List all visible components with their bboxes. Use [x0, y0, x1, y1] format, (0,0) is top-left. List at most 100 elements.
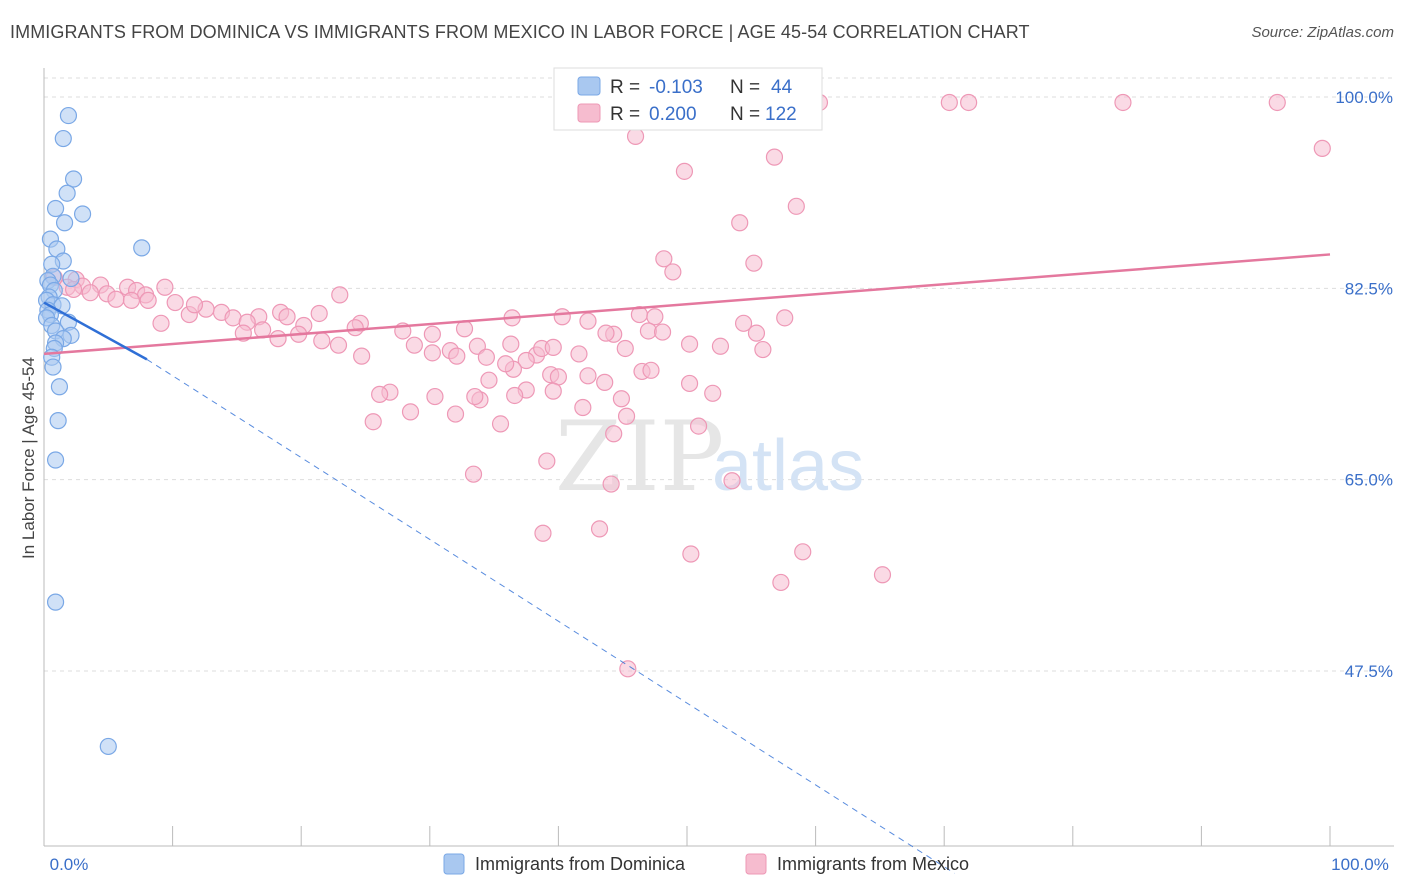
point-dominica — [58, 184, 76, 202]
point-mexico — [772, 573, 790, 592]
point-mexico — [364, 413, 382, 431]
point-mexico — [579, 367, 597, 385]
point-dominica — [44, 358, 62, 376]
point-mexico — [549, 368, 568, 386]
point-dominica — [46, 199, 65, 218]
point-mexico — [602, 475, 620, 493]
point-mexico — [353, 347, 371, 365]
y-tick-labels: 47.5% 65.0% 82.5% 100.0% — [1335, 88, 1393, 681]
source-credit: Source: ZipAtlas.com — [1251, 24, 1394, 41]
point-dominica — [55, 214, 74, 232]
point-mexico — [81, 284, 99, 302]
point-mexico — [517, 351, 535, 370]
legend-swatch-mexico — [577, 103, 601, 123]
point-mexico — [616, 339, 634, 358]
point-mexico — [689, 417, 708, 435]
point-dominica — [54, 129, 72, 148]
point-mexico — [502, 335, 520, 353]
point-dominica — [49, 412, 67, 430]
series-legend-swatch-dominica — [443, 853, 465, 875]
point-mexico — [747, 324, 766, 342]
point-mexico — [626, 127, 645, 145]
series-legend-label-dominica: Immigrants from Dominica — [475, 854, 686, 874]
point-mexico — [553, 308, 571, 326]
y-tick-label: 65.0% — [1345, 471, 1393, 490]
legend-n-label-mexico: N = — [730, 104, 760, 125]
watermark-atlas: atlas — [712, 426, 864, 506]
point-mexico — [704, 384, 722, 402]
point-mexico — [723, 472, 741, 490]
point-mexico — [1268, 93, 1286, 112]
point-mexico — [570, 345, 588, 363]
legend-n-value-mexico: 122 — [765, 104, 797, 125]
trend-line-dominica-extension — [146, 358, 955, 874]
y-axis-label: In Labor Force | Age 45-54 — [19, 357, 38, 559]
x-tick-label-min: 0.0% — [50, 855, 89, 874]
point-mexico — [617, 407, 636, 425]
point-mexico — [423, 325, 441, 343]
y-tick-label: 47.5% — [1345, 662, 1393, 681]
point-dominica — [50, 378, 69, 396]
point-mexico — [480, 371, 498, 389]
legend-r-label-dominica: R = — [610, 77, 640, 98]
point-mexico — [776, 309, 794, 327]
point-mexico — [590, 520, 609, 538]
point-mexico — [401, 403, 420, 421]
point-mexico — [612, 390, 631, 408]
point-mexico — [655, 250, 673, 268]
point-mexico — [269, 330, 287, 348]
point-mexico — [619, 660, 637, 678]
point-mexico — [680, 374, 699, 393]
chart-title: IMMIGRANTS FROM DOMINICA VS IMMIGRANTS F… — [10, 22, 1030, 42]
legend-n-label-dominica: N = — [730, 77, 760, 98]
point-mexico — [477, 348, 495, 366]
point-mexico — [940, 93, 958, 112]
point-mexico — [734, 314, 753, 332]
point-mexico — [675, 162, 694, 180]
point-mexico — [107, 290, 125, 308]
point-mexico — [544, 338, 562, 356]
point-mexico — [313, 332, 331, 350]
legend-swatch-dominica — [577, 76, 601, 96]
legend-r-value-mexico: 0.200 — [649, 104, 697, 125]
point-mexico — [646, 308, 664, 326]
point-mexico — [464, 465, 483, 483]
series-legend-swatch-mexico — [745, 853, 767, 875]
point-mexico — [1313, 139, 1331, 157]
point-mexico — [711, 337, 730, 355]
point-mexico — [455, 320, 474, 338]
point-mexico — [873, 566, 892, 584]
point-mexico — [639, 322, 658, 340]
point-mexico — [960, 93, 978, 112]
point-mexico — [642, 361, 660, 379]
series-legend: Immigrants from Dominica Immigrants from… — [443, 853, 969, 875]
point-mexico — [765, 148, 784, 166]
point-mexico — [596, 373, 614, 391]
legend-r-value-dominica: -0.103 — [649, 77, 703, 98]
stats-legend: R = -0.103 N = 44 R = 0.200 N = 122 — [553, 67, 823, 131]
point-dominica — [99, 737, 117, 756]
point-mexico — [597, 324, 615, 342]
point-mexico — [448, 347, 466, 365]
point-mexico — [278, 308, 296, 326]
point-mexico — [506, 386, 524, 405]
point-dominica — [46, 593, 65, 611]
point-mexico — [152, 314, 170, 332]
watermark: ZIP atlas — [555, 401, 864, 513]
series-dominica-points — [37, 106, 151, 756]
point-mexico — [664, 263, 682, 281]
legend-n-value-dominica: 44 — [771, 77, 793, 98]
point-mexico — [139, 291, 157, 309]
point-mexico — [579, 312, 597, 330]
trend-lines — [43, 253, 1331, 874]
point-mexico — [371, 385, 389, 403]
point-dominica — [62, 269, 80, 288]
point-mexico — [156, 278, 174, 296]
x-ticks — [172, 826, 1331, 846]
point-mexico — [346, 319, 364, 337]
grid — [44, 77, 1394, 672]
point-mexico — [329, 336, 348, 354]
point-mexico — [423, 344, 441, 362]
point-mexico — [224, 309, 242, 327]
